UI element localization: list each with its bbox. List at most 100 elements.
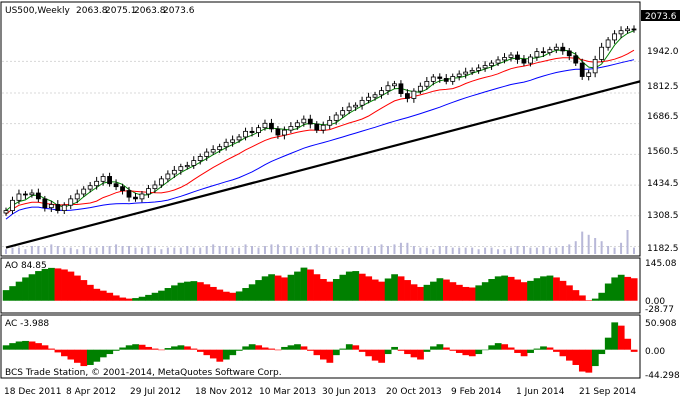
volume-bar — [393, 244, 396, 254]
candle-body — [508, 54, 514, 58]
volume-bar — [341, 249, 344, 254]
ac-bar — [99, 349, 107, 358]
ac-bar — [533, 348, 541, 350]
volume-bar — [477, 249, 480, 254]
volume-bar — [471, 247, 474, 254]
ac-bar — [222, 349, 230, 360]
ohlc-open: 2063.8 — [76, 6, 108, 16]
ao-bar — [67, 271, 75, 301]
volume-bar — [218, 246, 221, 254]
candle-body — [592, 59, 598, 74]
ac-bar — [151, 348, 159, 350]
candle-body — [74, 193, 80, 200]
volume-bar — [328, 247, 331, 254]
candle-body — [152, 184, 158, 190]
ac-histogram — [2, 322, 638, 373]
volume-bar — [354, 246, 357, 254]
ac-bar — [572, 349, 580, 365]
ao-bar — [93, 288, 101, 301]
ao-tick: 0.00 — [645, 297, 665, 307]
ao-bar — [455, 284, 463, 301]
candle-body — [223, 141, 229, 148]
volume-bar — [128, 246, 131, 254]
ao-bar — [313, 274, 321, 301]
candle-body — [3, 210, 9, 214]
ac-bar — [2, 345, 10, 350]
volume-bar — [490, 247, 493, 254]
ao-bar — [54, 268, 62, 301]
ao-bar — [274, 275, 282, 301]
volume-bar — [522, 246, 525, 254]
ac-bar — [430, 346, 437, 350]
ac-bar — [106, 349, 114, 355]
volume-bar — [270, 244, 273, 254]
ao-bar — [216, 289, 224, 301]
candle-body — [618, 30, 624, 35]
ac-bar — [578, 349, 586, 372]
candle-body — [612, 33, 617, 41]
volume-bar — [309, 246, 312, 254]
ohlc-high: 2075.1 — [105, 6, 137, 16]
ac-bar — [404, 349, 411, 355]
date-tick: 10 Mar 2013 — [259, 387, 316, 397]
ac-bar — [196, 349, 204, 352]
volume-bar — [633, 247, 635, 254]
ao-bar — [9, 286, 17, 301]
ao-bar — [112, 295, 120, 301]
ao-bar — [242, 288, 250, 301]
ac-bar — [501, 344, 509, 350]
ac-bar — [527, 349, 534, 353]
ac-bar — [591, 349, 599, 367]
ac-bar — [326, 349, 334, 363]
price-tick: 1812.5 — [647, 82, 679, 92]
ac-bar — [287, 345, 295, 350]
volume-bar — [503, 249, 506, 254]
candle-body — [94, 180, 100, 187]
ao-bar — [591, 298, 599, 301]
candle-body — [553, 46, 559, 51]
ac-bar — [300, 346, 308, 350]
ohlc-close: 2073.6 — [163, 6, 195, 16]
candle-body — [113, 183, 119, 188]
price-tick: 1308.5 — [647, 211, 679, 221]
ao-bar — [190, 281, 198, 301]
ao-bar — [520, 282, 528, 301]
ac-bar — [171, 346, 178, 350]
volume-bar — [367, 247, 370, 254]
ac-bar — [35, 343, 42, 350]
candle-body — [29, 192, 35, 196]
ao-bar — [2, 290, 10, 301]
candle-body — [35, 192, 41, 200]
candle-body — [430, 76, 436, 82]
volume-bar — [399, 242, 402, 254]
ac-bar — [546, 347, 554, 350]
candle-body — [379, 90, 384, 96]
candle-body — [353, 104, 359, 108]
candle-body — [16, 193, 22, 201]
candle-body — [482, 65, 488, 69]
ao-bar — [125, 298, 133, 301]
candle-body — [191, 160, 197, 166]
ac-bar — [261, 347, 269, 350]
ac-bar — [125, 345, 133, 350]
date-tick: 21 Sep 2014 — [579, 387, 636, 397]
candle-body — [178, 166, 184, 171]
ac-bar — [423, 349, 431, 352]
candle-body — [398, 83, 404, 94]
ac-bar — [320, 349, 327, 360]
ac-bar — [352, 345, 360, 350]
ac-bar — [417, 349, 424, 360]
candle-body — [424, 80, 430, 87]
candle-body — [346, 106, 352, 112]
ac-bar — [41, 345, 49, 350]
candle-body — [288, 126, 294, 131]
ao-bar — [371, 279, 379, 301]
candle-body — [81, 188, 87, 195]
volume-bar — [140, 247, 143, 254]
ao-bar — [436, 278, 444, 301]
ao-bar — [430, 281, 437, 301]
volume-bars — [5, 230, 635, 254]
candle-body — [625, 28, 630, 32]
ao-bar — [352, 271, 360, 301]
ac-bar — [281, 346, 288, 350]
